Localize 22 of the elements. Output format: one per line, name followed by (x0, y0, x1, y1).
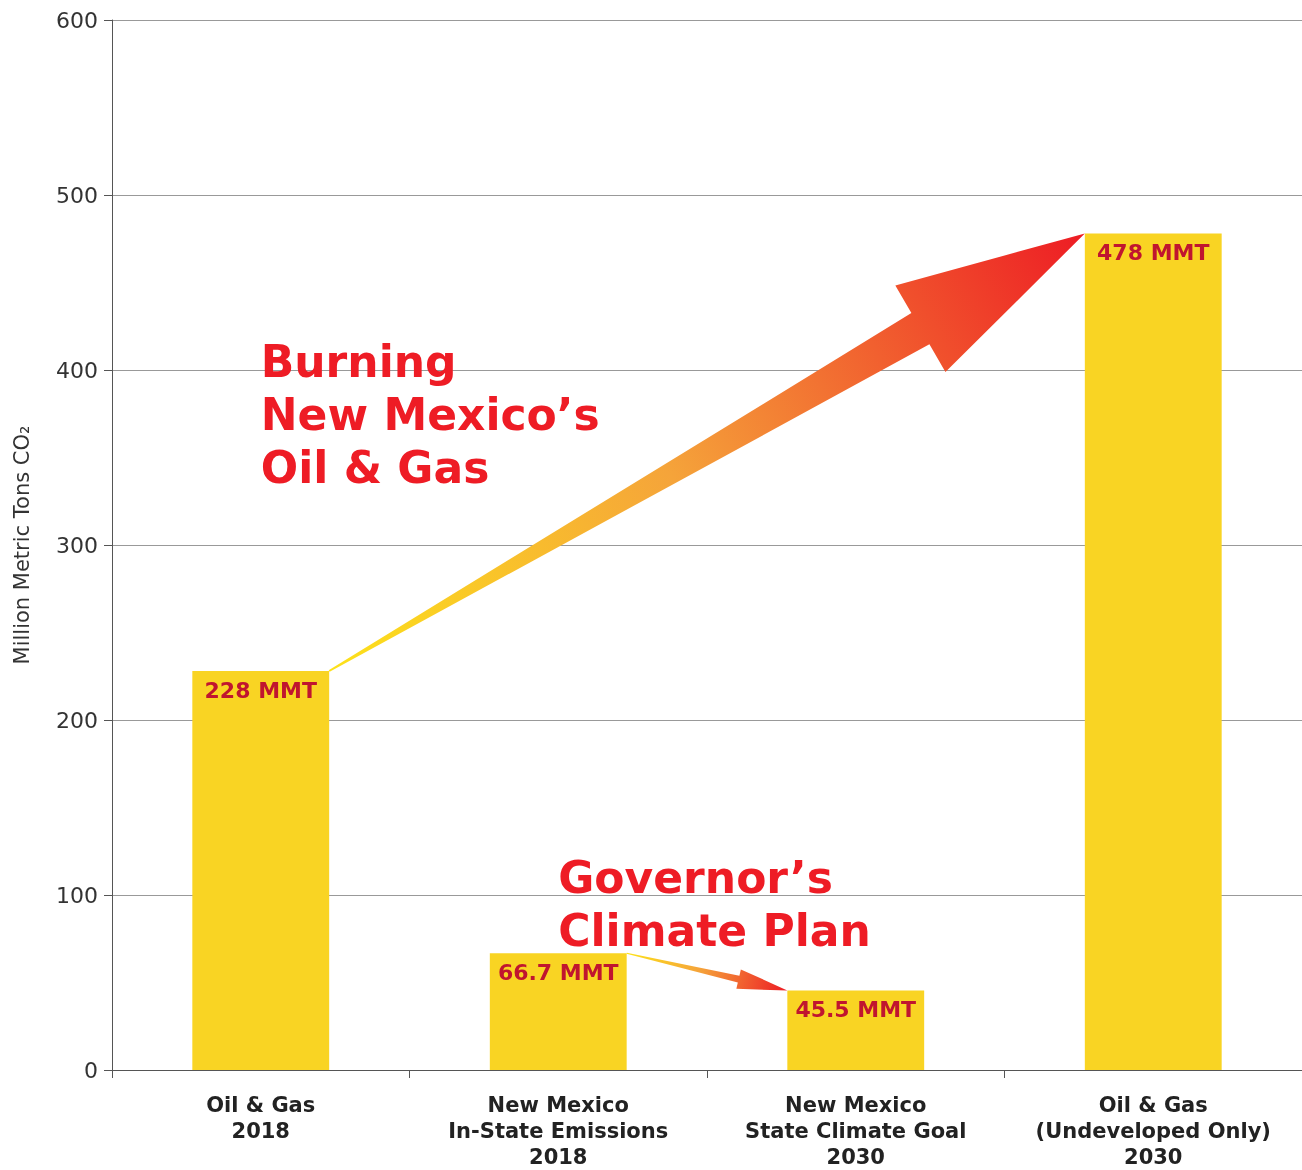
x-tick-label: Oil & Gas (Undeveloped Only) 2030 (1035, 1093, 1271, 1169)
y-axis-title: Million Metric Tons CO₂ (9, 425, 34, 665)
y-tick-label: 200 (56, 707, 98, 733)
annotation: Governor’s Climate Plan (558, 852, 871, 957)
x-tick-label: Oil & Gas 2018 (206, 1093, 316, 1143)
y-tick-label: 500 (56, 182, 98, 208)
data-label: 66.7 MMT (497, 959, 619, 985)
bar (1084, 233, 1222, 1070)
x-tick-label: New Mexico In-State Emissions 2018 (448, 1093, 669, 1169)
bar (192, 671, 330, 1070)
y-tick-label: 300 (56, 532, 98, 558)
y-tick-label: 0 (84, 1057, 98, 1083)
x-tick-label: New Mexico State Climate Goal 2030 (745, 1093, 967, 1169)
bar (787, 990, 925, 1070)
y-tick-label: 400 (56, 357, 98, 383)
bar (489, 953, 627, 1070)
y-tick-label: 600 (56, 7, 98, 33)
data-label: 228 MMT (204, 677, 317, 703)
annotation: Burning New Mexico’s Oil & Gas (260, 336, 600, 493)
data-label: 45.5 MMT (795, 996, 917, 1022)
data-label: 478 MMT (1097, 240, 1210, 265)
y-tick-label: 100 (56, 882, 98, 908)
